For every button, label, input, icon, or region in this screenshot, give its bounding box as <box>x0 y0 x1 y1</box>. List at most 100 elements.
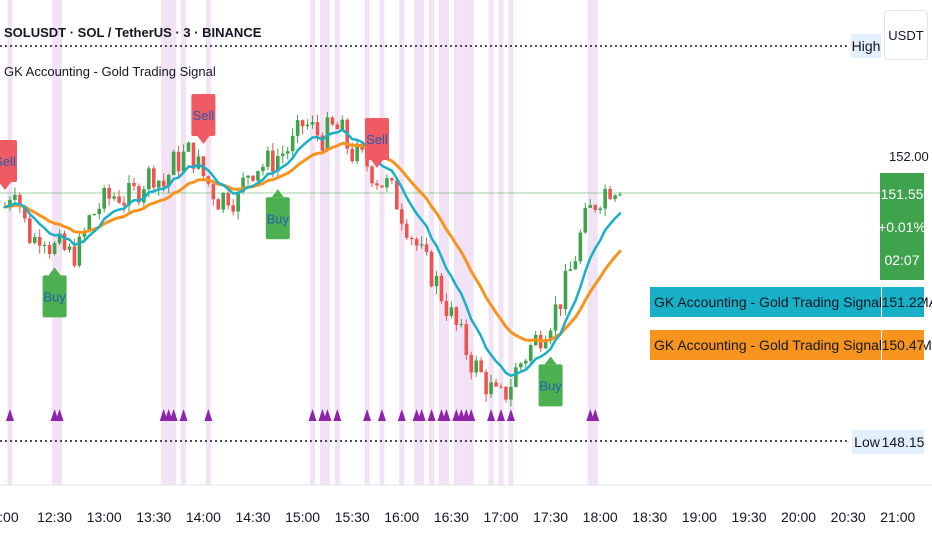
candle-body <box>87 215 92 231</box>
candle-body <box>528 345 533 361</box>
signal-triangle <box>308 409 317 421</box>
candle-body <box>543 340 548 349</box>
candle-body <box>583 207 588 233</box>
candle-body <box>603 188 607 209</box>
candle-body <box>52 243 57 254</box>
highlight-band <box>468 0 474 485</box>
buy-text: Buy <box>539 378 562 393</box>
candle-body <box>191 142 196 169</box>
buy-signal: Buy <box>265 189 290 240</box>
buy-arrow <box>544 356 557 365</box>
x-tick-label: 21:00 <box>880 509 915 525</box>
currency-button[interactable]: USDT <box>884 10 928 60</box>
highlight-band <box>379 0 385 485</box>
low-label: Low <box>852 430 882 454</box>
buy-signal: Buy <box>538 356 563 407</box>
candle-body <box>429 251 434 287</box>
candle-body <box>414 239 419 246</box>
sell-text: Sell <box>0 154 16 169</box>
candle-body <box>454 307 459 325</box>
signal-triangle <box>55 409 64 421</box>
candle-body <box>23 206 27 219</box>
highlight-band <box>508 0 514 485</box>
sell-text: Sell <box>366 132 388 147</box>
candle-body <box>92 214 97 216</box>
candle-body <box>310 122 315 125</box>
sell-arrow <box>197 135 210 144</box>
candle-body <box>608 188 612 200</box>
candle-body <box>107 187 111 199</box>
highlight-band <box>592 0 598 485</box>
candle-body <box>151 168 156 188</box>
slow-ma-value: 150.47 <box>882 330 924 360</box>
x-tick-label: 12:30 <box>37 509 72 525</box>
candle-body <box>137 186 141 203</box>
candle-body <box>77 236 82 266</box>
signal-triangles <box>5 409 600 421</box>
candle-body <box>27 218 32 243</box>
candle-body <box>409 237 414 240</box>
signal-triangle <box>506 409 515 421</box>
fast-ma-line <box>3 128 622 377</box>
candle-body <box>474 360 478 373</box>
x-tick-label: 19:00 <box>682 509 717 525</box>
highlight-band <box>458 0 464 485</box>
x-tick-label: 19:30 <box>731 509 766 525</box>
candle-body <box>424 244 429 252</box>
sell-signal: Sell <box>0 140 17 191</box>
highlight-band <box>364 0 370 485</box>
candle-body <box>593 205 598 211</box>
candle-body <box>216 199 221 210</box>
slow-ma-label: GK Accounting - Gold Trading Signal:Slow… <box>650 330 932 360</box>
x-tick-label: 13:30 <box>136 509 171 525</box>
candle-body <box>231 205 235 212</box>
signal-triangle <box>179 409 188 421</box>
candle-body <box>350 148 354 162</box>
candle-body <box>246 175 250 178</box>
buy-box <box>265 197 290 240</box>
candle-body <box>112 196 116 199</box>
candle-body <box>380 185 384 188</box>
candle-body <box>573 261 578 270</box>
sell-box <box>191 93 216 136</box>
candle-body <box>102 187 106 209</box>
sell-text: Sell <box>193 108 215 123</box>
candle-body <box>236 191 240 212</box>
signal-triangle <box>496 409 505 421</box>
highlight-band <box>443 0 449 485</box>
last-price-badge: 151.55 +0.01% 02:07 <box>878 173 926 280</box>
candle-body <box>42 244 47 246</box>
candle-body <box>221 192 226 210</box>
candle-body <box>385 178 389 188</box>
candle-body <box>261 166 265 172</box>
candle-body <box>494 382 498 387</box>
candle-body <box>251 175 255 181</box>
symbol-title[interactable]: SOLUSDT · SOL / TetherUS · 3 · BINANCE <box>4 25 262 40</box>
candle-body <box>484 372 488 395</box>
indicator-title[interactable]: GK Accounting - Gold Trading Signal <box>4 64 216 79</box>
signal-triangle <box>467 409 476 421</box>
candle-body <box>613 195 617 200</box>
fast-ma-label: GK Accounting - Gold Trading Signal:Fast… <box>650 287 932 317</box>
candle-body <box>618 194 622 196</box>
x-tick-label: 15:00 <box>285 509 320 525</box>
candle-body <box>127 182 131 206</box>
signal-triangle <box>5 409 14 421</box>
candle-body <box>598 208 602 211</box>
candle-body <box>300 120 305 127</box>
candle-body <box>568 269 573 271</box>
candle-body <box>117 196 121 203</box>
sell-box <box>0 140 17 183</box>
highlight-band <box>498 0 504 485</box>
signal-triangle <box>397 409 406 421</box>
candle-body <box>147 168 151 190</box>
candle-body <box>399 209 404 224</box>
high-label: High <box>851 34 881 58</box>
time-axis: 2:00 12:30 13:00 13:30 14:00 14:30 15:00 15:30 1… <box>0 509 916 525</box>
x-tick-label: 17:30 <box>533 509 568 525</box>
highlight-band <box>438 0 444 485</box>
candle-body <box>266 150 270 167</box>
price-change: +0.01% <box>878 218 926 235</box>
candle-body <box>97 208 102 215</box>
